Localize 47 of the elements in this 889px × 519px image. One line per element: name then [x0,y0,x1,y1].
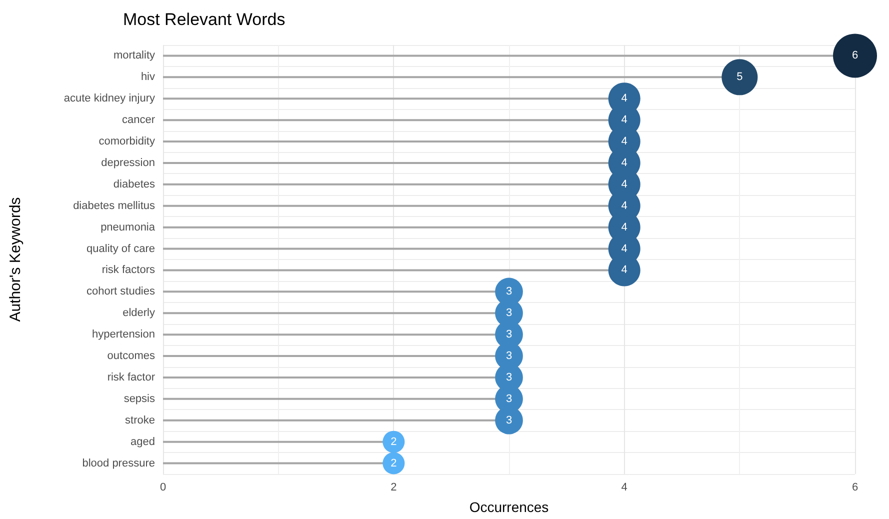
y-tick-label: aged [130,436,155,448]
data-label: 3 [506,392,512,405]
data-label: 4 [621,264,628,276]
data-label: 4 [621,156,628,169]
x-axis-title: Occurrences [469,499,549,515]
y-axis-title: Author's Keywords [7,197,24,322]
y-tick-label: comorbidity [98,136,156,148]
data-label: 3 [506,328,512,341]
y-tick-label: cancer [122,114,156,126]
y-tick-label: diabetes [113,178,156,190]
data-label: 3 [506,307,512,320]
data-label: 4 [621,178,628,190]
y-tick-label: acute kidney injury [64,92,156,105]
x-tick-label: 0 [160,482,166,494]
x-tick-label: 4 [621,482,628,494]
data-label: 5 [736,71,743,84]
y-tick-label: cohort studies [86,286,156,298]
data-label: 2 [390,457,397,470]
y-tick-label: pneumonia [100,221,156,234]
data-label: 4 [621,92,628,105]
y-tick-label: sepsis [124,392,156,405]
data-label: 3 [506,371,512,384]
x-tick-label: 6 [852,482,858,494]
y-tick-label: hiv [140,71,156,84]
y-tick-label: risk factor [107,371,156,384]
data-label: 3 [506,350,512,362]
data-label: 2 [390,436,397,448]
y-tick-label: mortality [113,50,156,62]
y-tick-label: diabetes mellitus [73,200,156,212]
y-tick-label: risk factors [102,264,156,276]
data-label: 4 [621,221,628,234]
data-label: 3 [506,286,512,298]
data-label: 3 [506,414,512,426]
y-tick-label: blood pressure [82,457,155,470]
y-tick-label: quality of care [86,242,155,255]
y-tick-label: stroke [125,414,155,426]
y-tick-label: elderly [122,307,156,320]
data-label: 4 [621,200,628,212]
chart-title: Most Relevant Words [123,10,286,29]
data-label: 6 [852,50,858,62]
data-label: 4 [621,136,628,148]
x-tick-label: 2 [390,482,397,494]
y-tick-label: outcomes [107,350,156,362]
y-tick-label: hypertension [92,328,155,341]
data-label: 4 [621,242,628,255]
y-tick-label: depression [101,156,155,169]
data-label: 4 [621,114,628,126]
